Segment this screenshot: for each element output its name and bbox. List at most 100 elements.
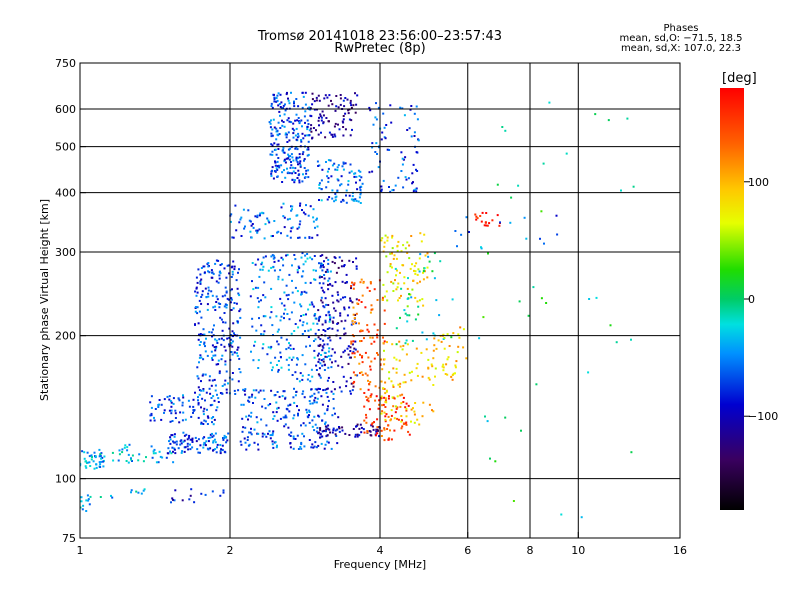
data-point	[300, 441, 303, 444]
data-point	[293, 179, 296, 182]
data-point	[374, 151, 377, 153]
data-point	[292, 159, 295, 162]
data-point	[272, 118, 275, 121]
data-point	[294, 134, 297, 137]
data-point	[451, 374, 454, 376]
data-point	[326, 434, 329, 437]
data-point	[512, 500, 515, 502]
data-point	[171, 434, 174, 437]
data-point	[206, 354, 209, 357]
data-point	[314, 332, 317, 335]
data-point	[343, 333, 346, 336]
data-point	[335, 105, 338, 108]
data-point	[384, 381, 387, 384]
data-point	[215, 345, 218, 348]
data-point	[323, 291, 326, 294]
data-point	[309, 107, 312, 110]
data-point	[295, 98, 298, 100]
data-point	[388, 186, 390, 188]
data-point	[261, 347, 264, 350]
data-point	[410, 296, 413, 299]
data-point	[149, 401, 152, 404]
data-point	[334, 360, 337, 363]
data-point	[248, 396, 251, 399]
data-point	[334, 281, 337, 284]
data-point	[320, 354, 323, 356]
data-point	[384, 406, 387, 408]
data-point	[280, 336, 283, 339]
data-point	[373, 340, 376, 343]
data-point	[452, 332, 455, 335]
data-point	[275, 401, 278, 404]
data-point	[422, 401, 425, 404]
data-point	[286, 157, 289, 160]
data-point	[414, 272, 417, 275]
data-point	[270, 345, 273, 348]
data-point	[300, 443, 303, 446]
data-point	[328, 196, 331, 199]
data-point	[171, 420, 174, 422]
data-point	[304, 424, 307, 427]
data-point	[223, 305, 226, 308]
data-point	[355, 103, 358, 106]
data-point	[309, 402, 312, 405]
data-point	[184, 418, 187, 421]
data-point	[394, 267, 397, 270]
data-point	[224, 349, 227, 352]
data-point	[319, 338, 322, 341]
data-point	[293, 301, 296, 304]
data-point	[284, 423, 287, 426]
data-point	[361, 294, 364, 297]
data-point	[180, 451, 183, 454]
data-point	[327, 441, 330, 444]
data-point	[345, 194, 347, 197]
data-point	[196, 375, 199, 378]
data-point	[450, 336, 453, 339]
data-point	[415, 187, 418, 190]
data-point	[360, 176, 363, 179]
data-point	[418, 257, 421, 260]
data-point	[158, 403, 161, 406]
data-point	[309, 328, 312, 331]
data-point	[196, 306, 199, 309]
data-point	[371, 142, 374, 145]
data-point	[397, 299, 399, 302]
data-point	[279, 351, 282, 354]
data-point	[286, 218, 289, 221]
data-point	[240, 443, 243, 446]
data-point	[299, 165, 302, 168]
data-point	[398, 297, 401, 299]
data-point	[82, 504, 85, 507]
data-point	[372, 428, 375, 431]
data-point	[343, 306, 346, 309]
data-point	[342, 296, 344, 299]
data-point	[435, 299, 438, 302]
data-point	[201, 374, 204, 377]
data-point	[200, 267, 203, 269]
data-point	[284, 176, 287, 179]
data-point	[300, 140, 303, 143]
data-point	[334, 192, 337, 195]
data-point	[380, 397, 383, 400]
data-point	[197, 322, 200, 325]
data-point	[305, 291, 308, 294]
data-point	[375, 428, 378, 431]
data-point	[336, 291, 339, 294]
data-point	[275, 127, 278, 130]
data-point	[305, 345, 308, 348]
data-point	[206, 415, 209, 418]
data-point	[340, 175, 343, 178]
data-point	[293, 181, 296, 184]
data-point	[226, 264, 229, 267]
data-point	[273, 394, 276, 397]
data-point	[413, 131, 416, 134]
data-point	[415, 168, 417, 171]
data-point	[418, 270, 421, 273]
data-point	[342, 121, 345, 124]
data-point	[426, 252, 429, 255]
data-point	[343, 265, 345, 268]
data-point	[233, 351, 236, 354]
data-point	[152, 450, 155, 453]
data-point	[277, 343, 280, 346]
data-point	[238, 357, 241, 360]
